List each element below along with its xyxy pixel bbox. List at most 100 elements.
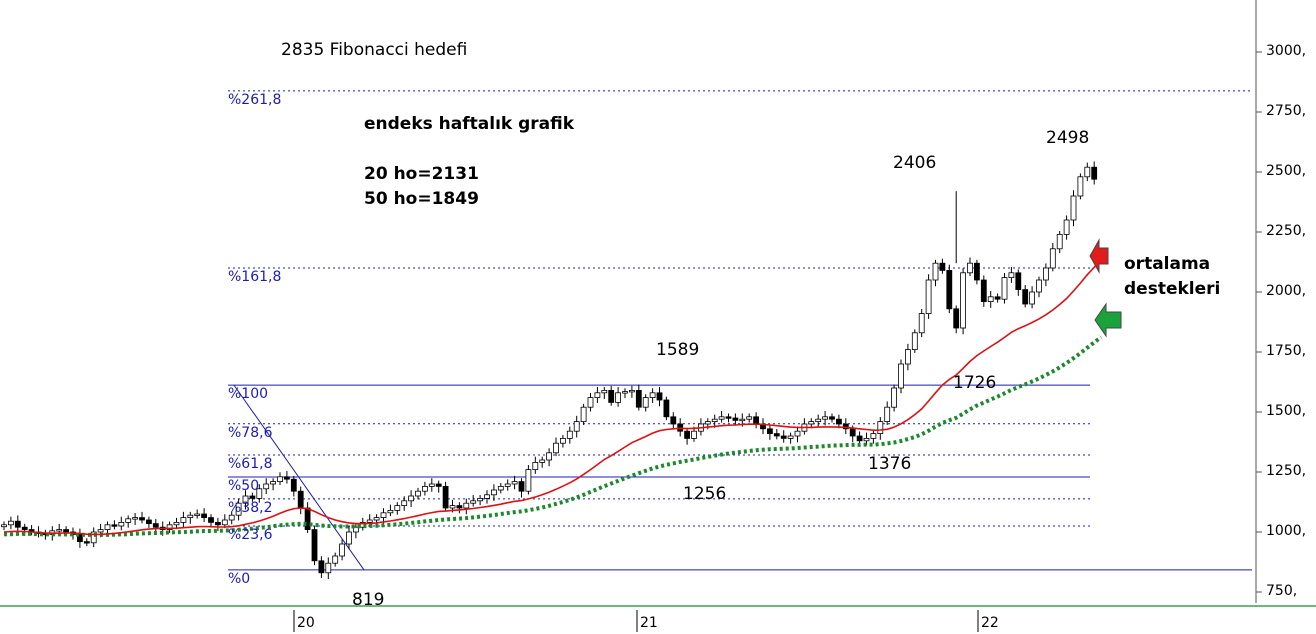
- fibonacci-target-label: 2835 Fibonacci hedefi: [281, 40, 468, 60]
- x-tick-label: 21: [640, 615, 658, 631]
- candle-body: [856, 435, 863, 442]
- candle-body: [83, 541, 90, 544]
- candle-body: [408, 495, 415, 502]
- y-tick-label: 2500,: [1266, 163, 1307, 179]
- candle-body: [332, 555, 339, 564]
- candle-body: [435, 483, 442, 487]
- candle-body: [194, 513, 201, 516]
- candle-body: [794, 430, 801, 437]
- candle-body: [863, 437, 870, 442]
- candle-body: [242, 495, 249, 504]
- candle-body: [97, 529, 104, 533]
- candle-body: [277, 476, 283, 482]
- candle-body: [77, 534, 83, 543]
- candle-body: [746, 416, 753, 420]
- candle-body: [180, 517, 187, 523]
- candle-body: [325, 562, 332, 574]
- candle-body: [670, 416, 677, 425]
- candle-body: [877, 421, 884, 435]
- candle-body: [932, 262, 939, 281]
- candle-body: [684, 430, 690, 439]
- candle-body: [511, 481, 518, 485]
- candle-body: [497, 485, 504, 491]
- x-tick-label: 20: [297, 615, 315, 631]
- candle-body: [104, 524, 111, 530]
- candle-body: [691, 430, 697, 439]
- candle-body: [573, 421, 580, 432]
- candle-body: [780, 435, 787, 439]
- candle-body: [297, 490, 304, 509]
- price-annotation: 1726: [953, 373, 997, 393]
- candle-body: [311, 529, 318, 562]
- candle-body: [380, 512, 387, 518]
- fib-level-label: %0: [228, 570, 251, 587]
- candle-body: [415, 490, 421, 497]
- chart-title: endeks haftalık grafik: [364, 114, 575, 134]
- x-tick-label: 22: [981, 615, 999, 631]
- candle-body: [1043, 267, 1049, 281]
- candle-body: [884, 406, 891, 423]
- candle-body: [939, 262, 946, 271]
- candle-body: [304, 507, 311, 531]
- price-annotation: 2406: [893, 153, 937, 173]
- candle-body: [925, 279, 932, 314]
- candle-body: [187, 514, 194, 519]
- candle-body: [566, 430, 573, 439]
- price-annotation: 1589: [656, 340, 700, 360]
- fib-level-label: %261,8: [228, 91, 282, 108]
- candle-body: [829, 416, 835, 420]
- y-tick-label: 2750,: [1266, 103, 1307, 119]
- candle-body: [732, 417, 739, 421]
- candle-body: [256, 488, 263, 499]
- candle-body: [594, 392, 601, 398]
- candle-body: [1077, 176, 1084, 197]
- candle-body: [352, 526, 359, 533]
- candle-body: [290, 478, 297, 492]
- candle-body: [118, 522, 125, 527]
- candle-body: [635, 389, 642, 408]
- candle-body: [463, 502, 470, 509]
- support-label-line2: destekleri: [1124, 279, 1221, 299]
- candle-body: [1022, 289, 1029, 305]
- candle-body: [704, 421, 711, 425]
- y-tick-label: 1000,: [1266, 523, 1307, 539]
- candle-body: [870, 433, 877, 439]
- y-tick-label: 2000,: [1266, 283, 1307, 299]
- candle-body: [1091, 166, 1098, 180]
- candle-body: [132, 517, 139, 520]
- y-tick-label: 2250,: [1266, 223, 1307, 239]
- candle-body: [767, 428, 773, 434]
- candle-body: [283, 476, 290, 480]
- candle-body: [836, 418, 842, 425]
- candle-body: [898, 363, 904, 389]
- y-tick-label: 1500,: [1266, 403, 1307, 419]
- candle-body: [787, 435, 794, 439]
- candle-body: [580, 406, 587, 423]
- candle-body: [235, 502, 242, 516]
- candle-body: [974, 262, 980, 281]
- candle-body: [987, 296, 994, 302]
- candle-body: [967, 262, 973, 274]
- candle-body: [152, 523, 159, 528]
- candle-body: [1049, 248, 1056, 269]
- candles: [1, 161, 1098, 580]
- candle-body: [1008, 272, 1015, 278]
- candle-body: [484, 494, 490, 499]
- candle-body: [208, 517, 214, 523]
- candle-body: [318, 560, 325, 574]
- candle-body: [629, 389, 635, 393]
- candle-body: [221, 519, 228, 526]
- candle-body: [139, 517, 145, 521]
- candle-body: [739, 418, 746, 422]
- candle-body: [601, 389, 608, 394]
- candle-body: [249, 495, 256, 499]
- candle-body: [946, 269, 953, 310]
- red-arrow-icon: [1089, 238, 1109, 274]
- candle-body: [111, 524, 118, 527]
- candle-body: [449, 505, 456, 509]
- candle-body: [649, 392, 656, 398]
- candle-body: [822, 416, 828, 420]
- candle-body: [905, 349, 911, 365]
- support-arrows: [1089, 238, 1122, 338]
